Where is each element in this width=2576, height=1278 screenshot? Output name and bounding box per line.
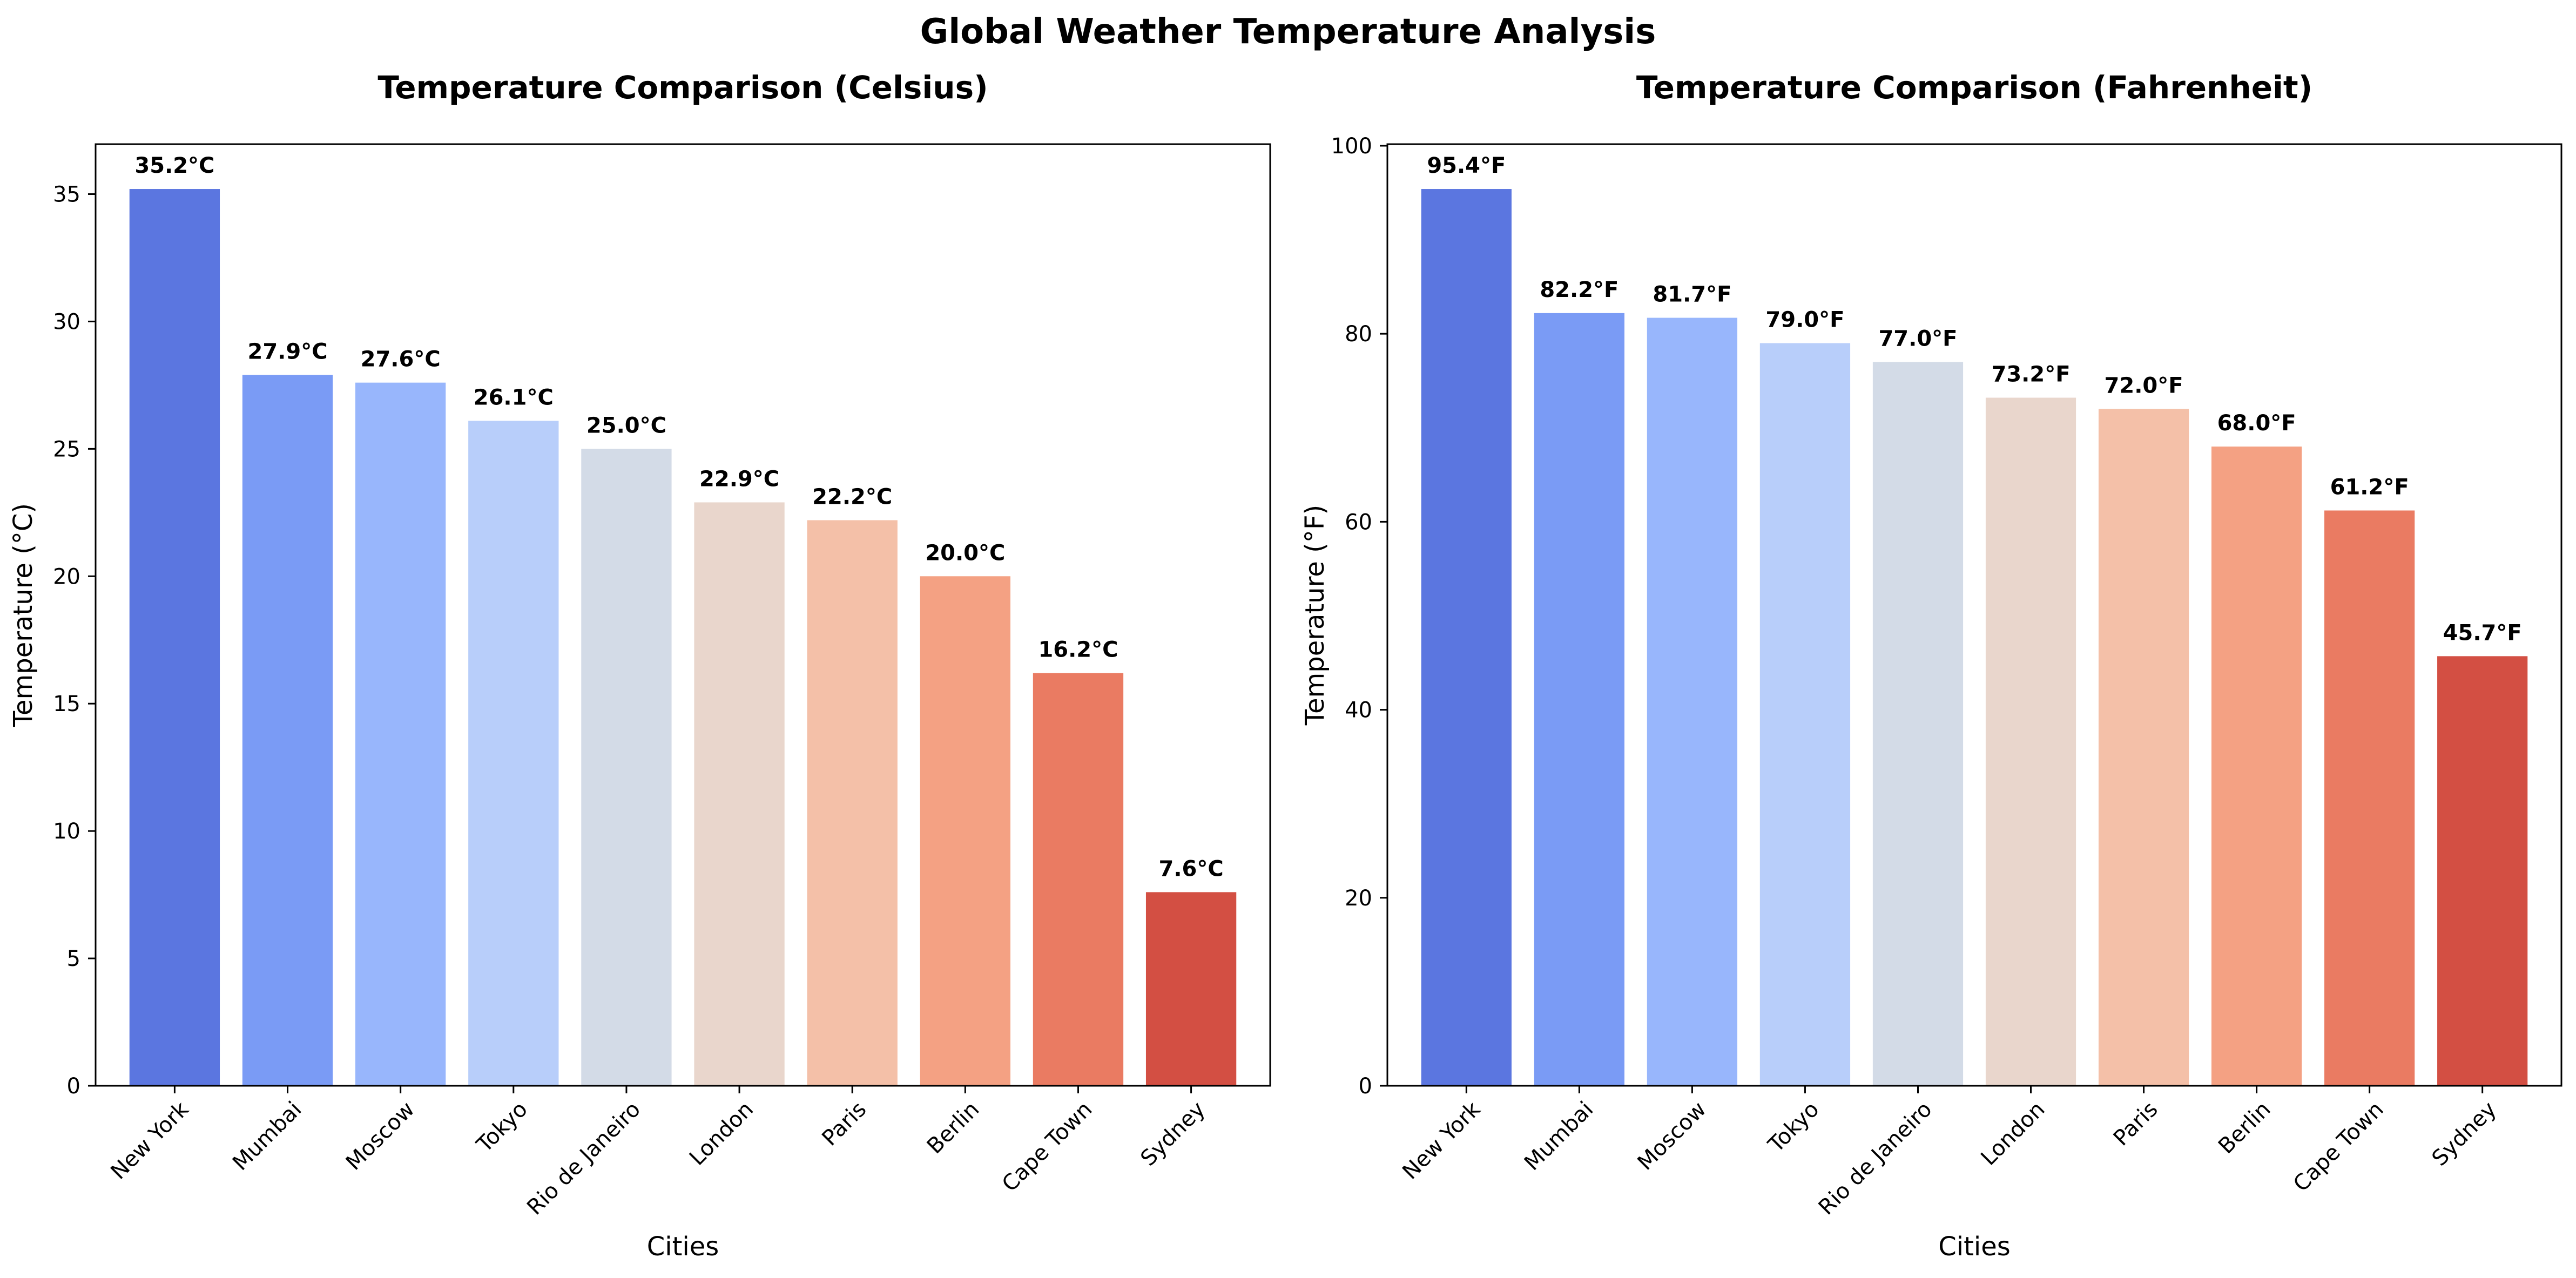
chart1-data-label: 16.2°C [1038,638,1118,662]
chart2-bar [1759,343,1851,1086]
chart1-ytick-label: 25 [53,437,80,462]
chart1-xtick-label: London [685,1097,758,1171]
chart2-data-label: 79.0°F [1765,308,1844,333]
chart2-xtick-label: Berlin [2214,1097,2276,1159]
chart2-xtick-label: Tokyo [1763,1097,1824,1158]
chart1-bar [129,189,220,1086]
chart2-title: Temperature Comparison (Fahrenheit) [1636,69,2312,106]
chart2-data-label: 45.7°F [2443,620,2522,645]
chart1-xtick-label: Rio de Janeiro [522,1097,645,1220]
chart1-bar [242,375,333,1086]
chart2-data-label: 61.2°F [2330,475,2409,499]
chart2-data-label: 82.2°F [1540,278,1619,302]
chart1-xtick-label: Paris [817,1097,871,1151]
figure-title: Global Weather Temperature Analysis [920,12,1656,52]
chart1-data-label: 22.9°C [699,466,779,491]
chart2-data-label: 95.4°F [1427,153,1506,178]
chart1-xtick-label: Cape Town [997,1097,1097,1197]
chart1-xtick-label: Berlin [922,1097,984,1159]
chart1-xtick-label: Sydney [1136,1097,1210,1171]
chart2-data-label: 72.0°F [2105,373,2183,398]
chart2-ytick-label: 0 [1359,1074,1372,1099]
chart2-xtick-label: Paris [2109,1097,2163,1151]
chart2-ylabel: Temperature (°F) [1300,505,1330,726]
chart2-bar [1872,362,1964,1086]
chart2-bar [2324,510,2415,1086]
chart1-data-label: 22.2°C [812,484,892,509]
chart2-xtick-label: Rio de Janeiro [1814,1097,1937,1220]
chart1-ytick-label: 15 [53,692,80,716]
chart1-xtick-label: New York [106,1097,194,1185]
chart1-xtick-label: Mumbai [228,1097,307,1176]
chart1-bar [1033,673,1124,1086]
chart2-xlabel: Cities [1938,1232,2011,1262]
chart1-data-label: 35.2°C [134,153,214,178]
chart1-title: Temperature Comparison (Celsius) [377,69,988,106]
chart1-bar [581,449,672,1086]
chart1-ytick-label: 35 [53,182,80,207]
chart1-data-label: 27.9°C [248,340,328,364]
chart2-ytick-label: 40 [1345,698,1372,723]
chart1-data-label: 7.6°C [1158,856,1223,881]
chart2-data-label: 77.0°F [1878,326,1957,351]
chart1-axes-frame [95,143,1271,1087]
chart1-xtick-label: Moscow [341,1097,420,1175]
chart1-bar [694,502,785,1086]
chart1-data-label: 26.1°C [474,385,554,410]
chart2-xtick-label: Mumbai [1520,1097,1599,1176]
chart1-data-label: 25.0°C [586,413,666,438]
chart2-xtick-label: Moscow [1633,1097,1711,1175]
chart1-data-label: 27.6°C [361,347,441,372]
chart2-xtick-label: London [1976,1097,2049,1171]
chart1-ytick-label: 20 [53,564,80,589]
chart1-bar [355,382,446,1086]
chart1-ytick-label: 0 [67,1074,80,1099]
chart2-ytick-label: 60 [1345,510,1372,535]
chart1-ytick-label: 5 [67,946,80,971]
chart2-data-label: 73.2°F [1992,362,2071,387]
chart2-xtick-label: Cape Town [2289,1097,2389,1197]
chart1-bar [1145,892,1237,1086]
chart2-bar [1985,397,2076,1086]
chart2-bar [2211,447,2302,1086]
chart1-xlabel: Cities [647,1232,719,1262]
chart1-ylabel: Temperature (°C) [8,503,38,727]
chart2-bar [1647,317,1738,1086]
chart1-bar [920,576,1010,1086]
chart1-bar [807,520,898,1086]
chart2-bar [1534,313,1624,1086]
chart2-bar [2098,409,2189,1086]
chart2-bar [2437,656,2528,1086]
chart1-data-label: 20.0°C [925,540,1005,565]
chart1-ytick-label: 10 [53,819,80,844]
chart2-xtick-label: Sydney [2427,1097,2501,1171]
chart2-bar [1421,189,1512,1086]
chart1-bar [468,421,559,1086]
chart2-axes-frame [1386,143,2562,1087]
chart2-ytick-label: 100 [1331,134,1372,159]
chart2-data-label: 68.0°F [2217,411,2296,436]
chart2-ytick-label: 80 [1345,322,1372,347]
chart2-data-label: 81.7°F [1653,282,1731,307]
chart2-ytick-label: 20 [1345,886,1372,911]
chart2-xtick-label: New York [1398,1097,1486,1185]
chart1-ytick-label: 30 [53,309,80,334]
chart1-xtick-label: Tokyo [471,1097,532,1158]
